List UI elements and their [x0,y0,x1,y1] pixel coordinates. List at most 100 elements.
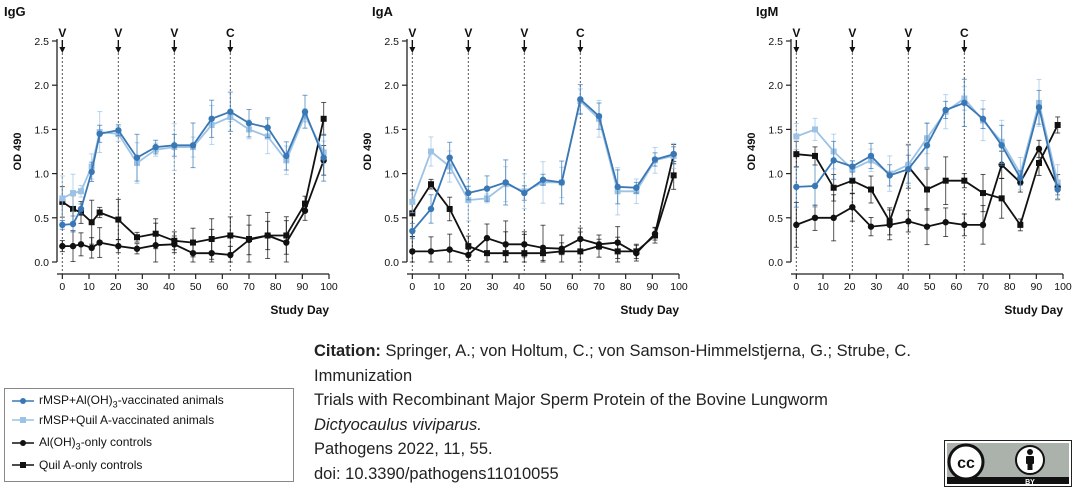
y-tick-label: 0.5 [768,213,783,225]
data-point [189,142,197,149]
x-tick-label: 30 [870,281,882,293]
by-text: BY [1025,479,1035,486]
data-point [227,251,234,259]
event-marker-label: V [408,26,416,40]
chart-title: IgM [756,4,778,19]
x-tick-label: 50 [540,281,552,293]
data-point [59,221,66,229]
data-point [558,248,565,255]
legend-marker-square-black [12,462,34,468]
data-point [830,157,837,164]
x-tick-label: 10 [83,281,95,293]
legend-label: rMSP+Al(OH)3-vaccinated animals [39,392,224,410]
cc-by-license-badge: cc BY [944,440,1072,487]
charts-area: IgG 0.0 0.5 1.0 1.5 2.0 2.5 OD 490 0 10 20 30 40 50 60… [4,4,1072,317]
data-point [96,209,103,216]
citation-authors: Springer, A.; von Holtum, C.; von Samson… [380,342,911,360]
data-point [905,218,912,225]
data-point [446,246,453,253]
data-point [979,115,987,122]
data-point [69,242,77,250]
event-marker-arrowhead [577,47,584,53]
event-marker-label: V [848,26,856,40]
data-point [521,189,528,197]
x-tick-label: 80 [270,281,282,293]
x-tick-label: 50 [190,281,202,293]
x-axis-label: Study Day [270,303,329,317]
citation-doi: doi: 10.3390/pathogens11010055 [314,464,559,483]
data-point [868,186,874,193]
data-point [980,190,986,197]
data-point [1054,179,1061,186]
citation-label: Citation: [314,342,381,360]
data-point [502,250,509,257]
event-marker-arrowhead [59,47,66,53]
event-marker-label: V [114,26,122,40]
x-tick-label: 40 [163,281,175,293]
data-point [1035,104,1043,111]
data-point [923,223,931,230]
x-tick-label: 80 [620,281,632,293]
data-point [320,154,327,161]
data-point [1054,121,1061,128]
data-point [867,223,875,230]
data-point [133,245,141,252]
x-tick-label: 90 [296,281,308,293]
x-tick-label: 70 [977,281,989,293]
data-point [942,177,949,184]
event-marker-arrowhead [171,47,178,53]
data-point [115,216,122,223]
y-tick-label: 2.5 [34,36,49,48]
y-tick-label: 1.5 [768,124,783,136]
data-point [77,241,85,248]
data-point [283,152,290,160]
y-tick-label: 2.5 [384,36,399,48]
x-tick-label: 20 [460,281,472,293]
data-point [998,195,1005,202]
x-tick-label: 20 [844,281,856,293]
data-point [483,185,491,192]
data-point [301,108,309,115]
event-marker-arrowhead [409,47,416,53]
x-tick-label: 10 [433,281,445,293]
data-point [961,177,968,184]
data-point [78,188,84,195]
data-point [849,163,856,170]
citation-authors-line: Citation: Springer, A.; von Holtum, C.; … [314,339,954,364]
legend: rMSP+Al(OH)3-vaccinated animals rMSP+Qui… [4,388,294,482]
data-point [190,239,196,246]
y-tick-label: 2.0 [768,80,783,92]
y-axis-label: OD 490 [362,133,374,171]
chart-title: IgG [4,4,26,19]
x-tick-label: 60 [950,281,962,293]
legend-label: Quil A-only controls [39,458,143,472]
event-marker-label: C [226,26,235,40]
data-point [59,195,66,202]
legend-marker-circle-dark-blue [12,398,34,404]
data-point [652,232,658,239]
y-tick-label: 1.0 [34,169,49,181]
data-point [115,242,122,250]
event-marker-label: V [792,26,800,40]
chart-panel-igm: IgM 0.0 0.5 1.0 1.5 2.0 2.5 OD 490 0 10 20 30 40 50 60… [746,4,1072,317]
x-tick-label: 60 [216,281,228,293]
y-tick-label: 0.5 [384,213,399,225]
event-marker-label: V [520,26,528,40]
event-marker-arrowhead [465,47,472,53]
x-axis-label: Study Day [1004,303,1063,317]
data-point [886,172,893,179]
event-marker-label: V [170,26,178,40]
data-point [811,182,819,190]
data-point [59,242,66,250]
data-point [961,221,968,229]
data-point [227,232,234,239]
x-tick-label: 80 [1004,281,1016,293]
data-point [70,190,76,197]
cc-text: cc [957,455,975,472]
data-point [577,248,584,255]
x-tick-label: 90 [1030,281,1042,293]
data-point [830,184,837,191]
legend-marker-circle-black [12,440,34,446]
data-point [1036,159,1042,166]
x-tick-label: 0 [409,281,415,293]
